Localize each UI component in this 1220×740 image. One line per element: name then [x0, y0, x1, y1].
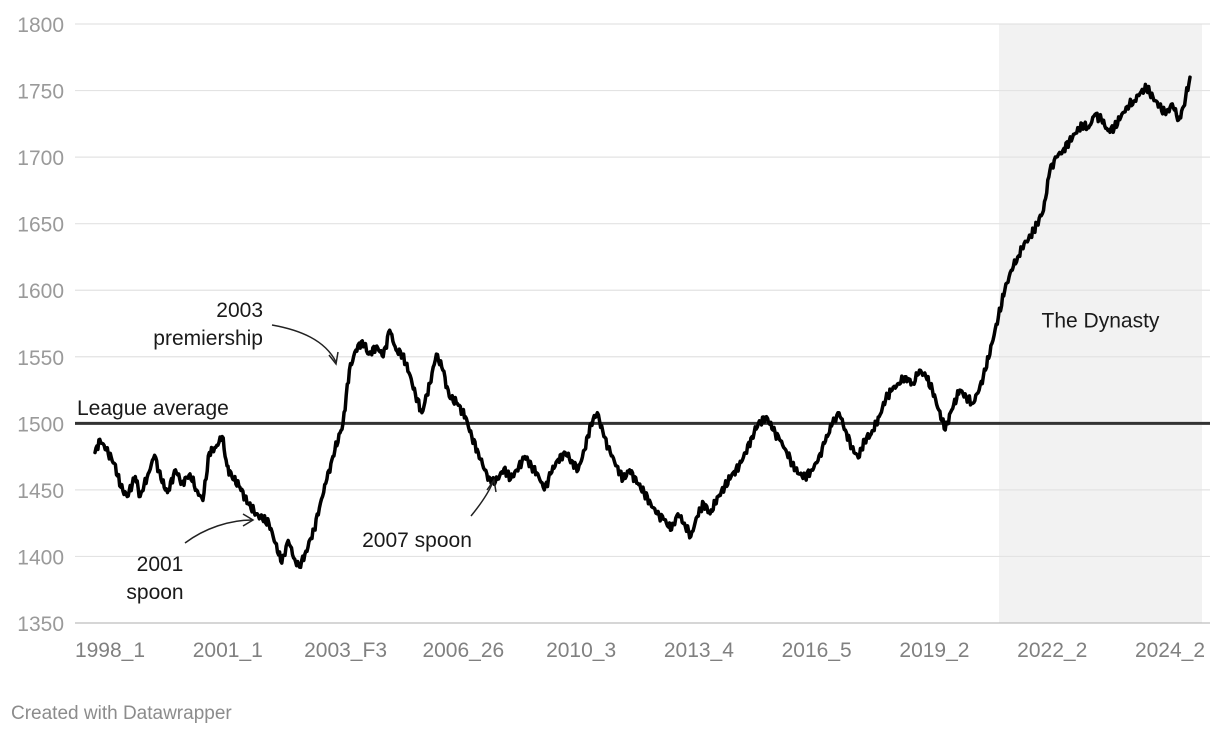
annotation-2003-premiership: 2003 premiership — [153, 299, 339, 366]
x-tick-label: 2019_2 — [899, 639, 969, 662]
annotation-arrowhead — [328, 351, 339, 366]
y-tick-label: 1700 — [17, 147, 64, 170]
x-tick-label: 2001_1 — [193, 639, 263, 662]
y-tick-label: 1500 — [17, 413, 64, 436]
x-axis: 1998_1 2001_1 2003_F3 2006_26 2010_3 2013_4 20… — [75, 639, 1205, 662]
annotation-text-line: 2003 — [216, 299, 263, 322]
annotation-text-line: 2001 — [137, 553, 184, 576]
annotation-text-line: 2007 spoon — [362, 529, 472, 552]
dynasty-label: The Dynasty — [1042, 309, 1160, 332]
y-tick-label: 1450 — [17, 480, 64, 503]
x-tick-label: 2013_4 — [664, 639, 734, 662]
y-tick-label: 1800 — [17, 14, 64, 37]
y-tick-label: 1400 — [17, 546, 64, 569]
annotation-text-line: premiership — [153, 327, 263, 350]
series-line — [93, 75, 1192, 570]
annotation-arrow — [184, 519, 253, 544]
annotation-text-line: spoon — [126, 581, 183, 604]
league-average-label: League average — [77, 397, 229, 420]
dynasty-shaded-region — [998, 24, 1202, 623]
y-axis: 1350 1400 1450 1500 1550 1600 1650 1700 1750 1800 — [17, 14, 64, 636]
x-tick-label: 2016_5 — [782, 639, 852, 662]
annotation-arrowhead — [242, 513, 255, 527]
y-tick-label: 1750 — [17, 81, 64, 104]
annotation-arrowhead — [486, 478, 497, 493]
x-tick-label: 2006_26 — [422, 639, 504, 662]
x-tick-label: 2022_2 — [1017, 639, 1087, 662]
y-tick-label: 1350 — [17, 613, 64, 636]
annotation-2007-spoon: 2007 spoon — [362, 478, 497, 552]
y-tick-label: 1550 — [17, 347, 64, 370]
y-tick-label: 1600 — [17, 280, 64, 303]
credit-text: Created with Datawrapper — [11, 703, 232, 724]
annotation-arrow — [470, 481, 494, 517]
x-tick-label: 1998_1 — [75, 639, 145, 662]
x-tick-label: 2024_2 — [1135, 639, 1205, 662]
y-tick-label: 1650 — [17, 214, 64, 237]
x-tick-label: 2010_3 — [546, 639, 616, 662]
annotation-arrow — [271, 324, 337, 363]
x-tick-label: 2003_F3 — [304, 639, 387, 662]
annotation-2001-spoon: 2001 spoon — [126, 513, 255, 604]
